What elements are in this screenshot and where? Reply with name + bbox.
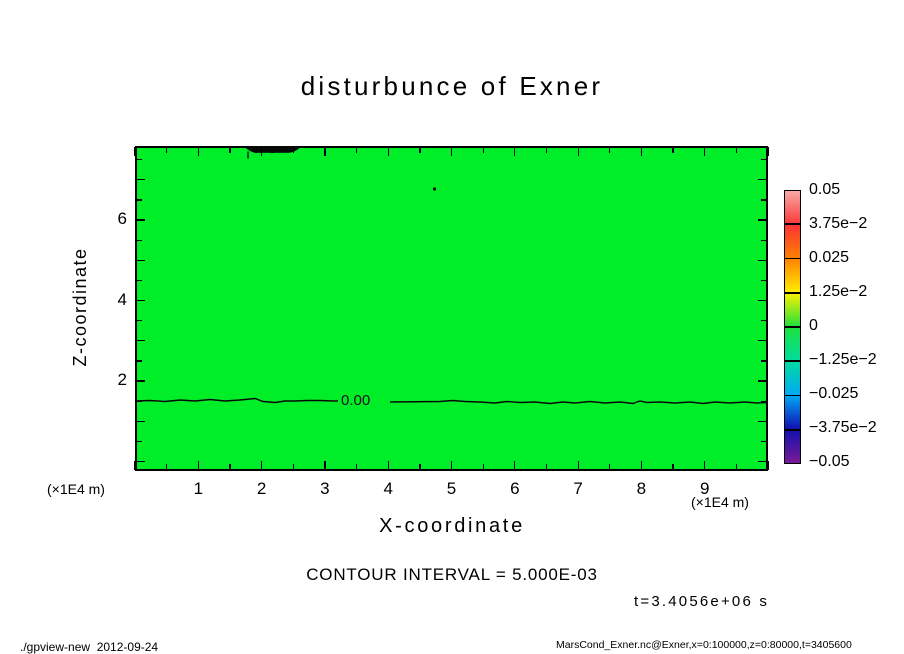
svg-text:0.00: 0.00 [341,392,370,409]
